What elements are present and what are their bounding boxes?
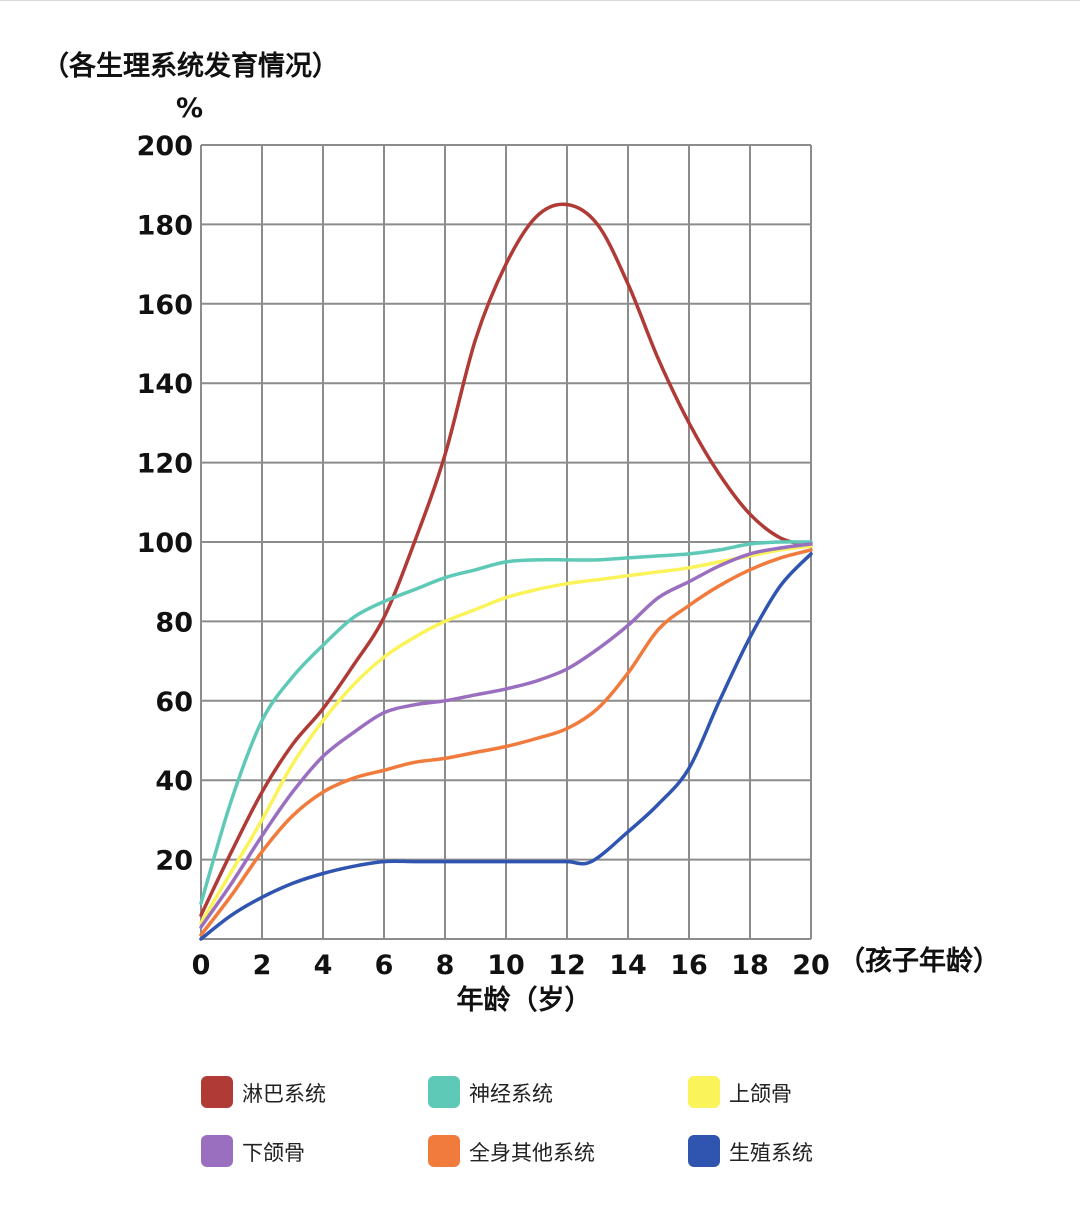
y-tick-labels: 20 40 60 80 100 120 140 160 180 200 [137,131,193,877]
chart-title: （各生理系统发育情况） [42,50,339,82]
x-tick-label-9: 18 [731,950,769,981]
y-tick-label-3: 80 [155,607,193,638]
series-line-5 [199,552,813,941]
x-tick-labels: 0 2 4 6 8 10 12 14 16 18 20 [192,950,830,981]
series-lines [199,202,813,941]
y-tick-label-1: 40 [155,766,193,797]
series-line-1 [199,540,813,906]
y-tick-label-4: 100 [137,528,193,559]
y-tick-label-2: 60 [155,687,193,718]
x-axis-end-label: （孩子年龄） [838,945,1000,977]
legend-label-2: 上颌骨 [729,1082,792,1106]
legend-label-1: 神经系统 [469,1082,553,1106]
y-axis-unit: % [176,93,203,124]
y-tick-label-7: 160 [137,290,193,321]
legend-swatch-2 [688,1076,720,1108]
legend-swatch-0 [201,1076,233,1108]
x-tick-label-6: 12 [548,950,586,981]
y-tick-label-5: 120 [137,449,193,480]
y-tick-label-8: 180 [137,210,193,241]
legend-swatch-3 [201,1135,233,1167]
series-line-2 [199,544,813,925]
series-line-0 [199,202,813,917]
x-tick-label-1: 2 [253,950,272,981]
series-line-3 [199,542,813,929]
y-tick-label-0: 20 [155,846,193,877]
legend-swatch-1 [428,1076,460,1108]
legend-label-3: 下颌骨 [242,1141,305,1165]
x-tick-label-5: 10 [487,950,525,981]
x-tick-label-10: 20 [792,950,830,981]
legend-swatch-5 [688,1135,720,1167]
top-border [0,0,1080,1]
y-tick-label-6: 140 [137,369,193,400]
x-tick-label-7: 14 [609,950,647,981]
legend-label-0: 淋巴系统 [242,1082,326,1106]
y-tick-label-9: 200 [137,131,193,162]
x-tick-label-3: 6 [375,950,394,981]
x-tick-label-8: 16 [670,950,708,981]
legend-swatch-4 [428,1135,460,1167]
legend-label-5: 生殖系统 [729,1141,813,1165]
series-line-4 [199,548,813,937]
x-tick-label-4: 8 [436,950,455,981]
x-axis-title: 年龄（岁） [457,984,592,1016]
x-tick-label-2: 4 [314,950,333,981]
grid [200,144,812,940]
x-tick-label-0: 0 [192,950,211,981]
legend-label-4: 全身其他系统 [469,1141,595,1165]
